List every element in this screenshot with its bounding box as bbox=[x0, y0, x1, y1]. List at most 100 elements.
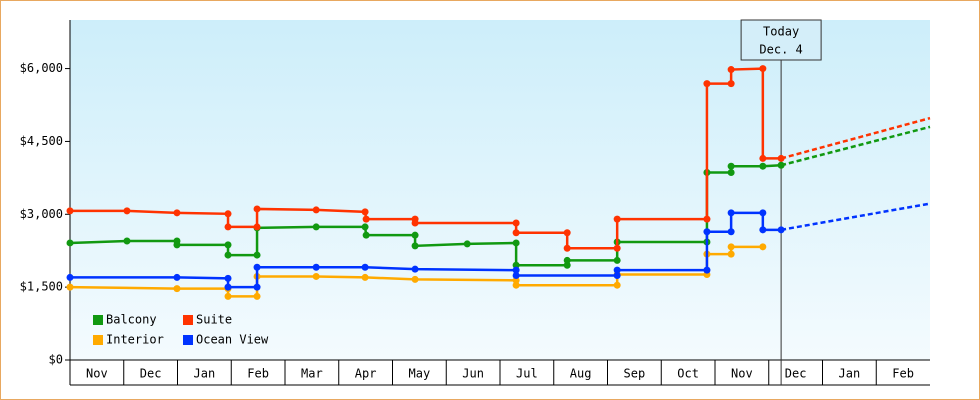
series-point bbox=[411, 231, 419, 239]
series-point bbox=[173, 209, 181, 217]
series-point bbox=[173, 285, 181, 293]
series-point bbox=[512, 261, 520, 269]
series-point bbox=[224, 274, 232, 282]
series-point bbox=[362, 215, 370, 223]
series-point bbox=[703, 80, 711, 88]
series-point bbox=[361, 223, 369, 231]
series-point bbox=[759, 65, 767, 73]
series-point bbox=[563, 244, 571, 252]
series-point bbox=[224, 223, 232, 231]
legend-label: Interior bbox=[106, 333, 164, 347]
series-point bbox=[759, 243, 767, 251]
series-point bbox=[253, 283, 261, 291]
series-point bbox=[613, 256, 621, 264]
series-point bbox=[224, 241, 232, 249]
series-point bbox=[563, 229, 571, 237]
x-tick-label: Aug bbox=[570, 367, 592, 381]
x-tick-label: Feb bbox=[247, 367, 269, 381]
x-tick-label: Nov bbox=[86, 367, 108, 381]
series-point bbox=[613, 281, 621, 289]
series-point bbox=[411, 275, 419, 283]
projection-line bbox=[780, 116, 931, 160]
legend-label: Suite bbox=[196, 313, 232, 327]
series-point bbox=[173, 273, 181, 281]
today-box bbox=[740, 19, 822, 61]
series-point bbox=[361, 208, 369, 216]
y-tick-label: $0 bbox=[49, 353, 63, 367]
series-point bbox=[253, 263, 261, 271]
series-point bbox=[727, 228, 735, 236]
series-point bbox=[253, 251, 261, 259]
series-point bbox=[759, 209, 767, 217]
series-point bbox=[411, 242, 419, 250]
x-tick-label: Mar bbox=[301, 367, 323, 381]
series-point bbox=[613, 266, 621, 274]
legend-label: Balcony bbox=[106, 313, 157, 327]
projection-line bbox=[780, 202, 931, 232]
series-point bbox=[613, 215, 621, 223]
x-tick-label: Sep bbox=[624, 367, 646, 381]
projection-line bbox=[780, 125, 931, 167]
series-point bbox=[512, 281, 520, 289]
series-point bbox=[703, 215, 711, 223]
series-point bbox=[66, 239, 74, 247]
series-point bbox=[759, 162, 767, 170]
today-label: Today bbox=[763, 25, 799, 39]
legend-swatch bbox=[183, 315, 193, 325]
series-point bbox=[253, 292, 261, 300]
series-point bbox=[411, 219, 419, 227]
series-point bbox=[361, 263, 369, 271]
x-tick-label: Dec bbox=[140, 367, 162, 381]
series-point bbox=[224, 210, 232, 218]
series-point bbox=[759, 154, 767, 162]
x-tick-label: Jul bbox=[516, 367, 538, 381]
y-tick-label: $6,000 bbox=[20, 61, 63, 75]
plot-area bbox=[70, 20, 930, 360]
series-point bbox=[613, 271, 621, 279]
series-point bbox=[312, 272, 320, 280]
series-point bbox=[411, 265, 419, 273]
series-point bbox=[312, 263, 320, 271]
series-point bbox=[512, 276, 520, 284]
y-tick-label: $3,000 bbox=[20, 207, 63, 221]
series-point bbox=[123, 237, 131, 245]
series-point bbox=[224, 251, 232, 259]
series-point bbox=[703, 266, 711, 274]
legend-swatch bbox=[183, 335, 193, 345]
legend-swatch bbox=[93, 315, 103, 325]
series-point bbox=[224, 283, 232, 291]
series-point bbox=[123, 207, 131, 215]
series-point bbox=[512, 219, 520, 227]
y-tick-label: $1,500 bbox=[20, 280, 63, 294]
series-point bbox=[727, 209, 735, 217]
series-point bbox=[173, 241, 181, 249]
x-tick-label: May bbox=[409, 367, 431, 381]
x-tick-label: Feb bbox=[892, 367, 914, 381]
series-point bbox=[66, 283, 74, 291]
x-tick-label: Jun bbox=[462, 367, 484, 381]
x-tick-label: Jan bbox=[839, 367, 861, 381]
series-point bbox=[727, 169, 735, 177]
series-point bbox=[361, 273, 369, 281]
x-tick-label: Dec bbox=[785, 367, 807, 381]
series-point bbox=[727, 66, 735, 74]
legend-swatch bbox=[93, 335, 103, 345]
series-point bbox=[563, 256, 571, 264]
series-point bbox=[512, 271, 520, 279]
series-point bbox=[563, 261, 571, 269]
x-tick-label: Jan bbox=[194, 367, 216, 381]
series-point bbox=[512, 229, 520, 237]
series-point bbox=[253, 223, 261, 231]
series-point bbox=[727, 162, 735, 170]
y-tick-label: $4,500 bbox=[20, 134, 63, 148]
series-point bbox=[66, 273, 74, 281]
legend-label: Ocean View bbox=[196, 333, 269, 347]
series-point bbox=[759, 226, 767, 234]
series-point bbox=[613, 244, 621, 252]
series-point bbox=[312, 206, 320, 214]
series-point bbox=[512, 239, 520, 247]
series-point bbox=[727, 80, 735, 88]
today-label: Dec. 4 bbox=[759, 43, 802, 57]
series-point bbox=[362, 231, 370, 239]
